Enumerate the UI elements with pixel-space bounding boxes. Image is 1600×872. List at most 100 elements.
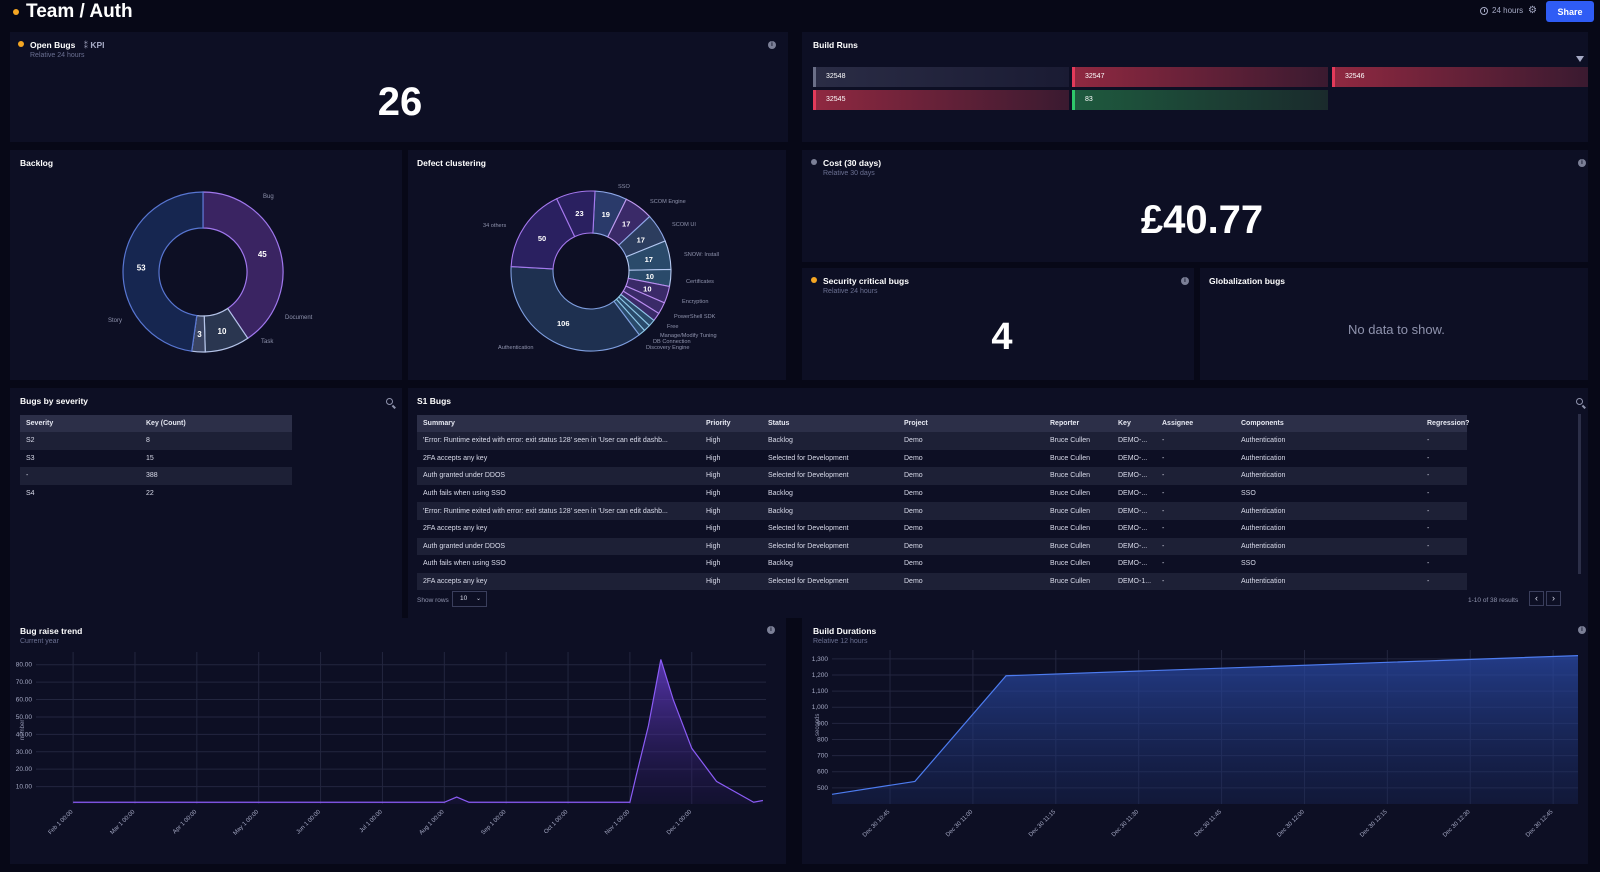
table-cell: - bbox=[1427, 490, 1430, 498]
column-header[interactable]: Regression? bbox=[1421, 415, 1469, 432]
slice-value: 3 bbox=[197, 330, 202, 339]
column-header[interactable]: Status bbox=[762, 415, 898, 432]
build-run-tile[interactable]: 32546 bbox=[1332, 67, 1588, 87]
table-cell: Auth fails when using SSO bbox=[423, 560, 506, 568]
info-icon[interactable]: i bbox=[1578, 159, 1586, 167]
column-header[interactable]: Assignee bbox=[1156, 415, 1235, 432]
x-tick-label: Dec 1 00:00 bbox=[666, 809, 694, 837]
table-cell: Demo bbox=[898, 537, 1044, 556]
table-cell: SSO bbox=[1241, 490, 1256, 498]
table-cell: Authentication bbox=[1235, 467, 1421, 485]
table-row[interactable]: 2FA accepts any key High Selected for Deve… bbox=[417, 572, 1467, 591]
next-page-button[interactable]: › bbox=[1546, 591, 1561, 606]
slice-label: Story bbox=[108, 318, 122, 324]
x-tick-label: Dec 30 11:15 bbox=[1028, 809, 1058, 839]
table-cell: Authentication bbox=[1235, 537, 1421, 556]
table-cell: Authentication bbox=[1235, 502, 1421, 520]
slice-value: 17 bbox=[645, 255, 653, 264]
table-cell: Backlog bbox=[768, 490, 793, 498]
x-tick-label: Dec 30 11:45 bbox=[1194, 809, 1224, 839]
cost-value: £40.77 bbox=[1140, 198, 1264, 242]
column-header[interactable]: Priority bbox=[700, 415, 762, 432]
panel-title: S1 Bugs bbox=[417, 396, 452, 406]
y-axis-label: number bbox=[20, 720, 26, 740]
prev-page-button[interactable]: ‹ bbox=[1529, 591, 1544, 606]
slice-value: 19 bbox=[602, 210, 610, 219]
column-header[interactable]: Severity bbox=[20, 415, 140, 432]
show-rows-label: Show rows bbox=[417, 597, 449, 604]
table-cell: - bbox=[1156, 572, 1235, 591]
table-cell: DEMO-... bbox=[1118, 560, 1148, 568]
info-icon[interactable]: i bbox=[1181, 277, 1189, 285]
table-cell: Selected for Development bbox=[768, 454, 849, 462]
table-row[interactable]: S4 22 bbox=[20, 485, 292, 503]
clock-icon bbox=[1480, 6, 1488, 15]
y-tick-label: 1,200 bbox=[812, 672, 829, 679]
open-bugs-panel: Open Bugs ⁑ KPI Relative 24 hours i 26 bbox=[10, 32, 788, 142]
table-cell: Bruce Cullen bbox=[1044, 502, 1112, 520]
donut-slice[interactable] bbox=[122, 191, 204, 352]
column-header[interactable]: Summary bbox=[417, 415, 700, 432]
table-cell: Demo bbox=[904, 525, 923, 533]
table-cell: - bbox=[1162, 560, 1165, 568]
table-cell: 2FA accepts any key bbox=[423, 525, 488, 533]
donut-slice[interactable] bbox=[555, 190, 596, 238]
gear-icon[interactable]: ⚙ bbox=[1528, 5, 1537, 16]
table-cell: Bruce Cullen bbox=[1050, 454, 1091, 462]
slice-label: SNOW: Install bbox=[684, 252, 719, 258]
column-header[interactable]: Reporter bbox=[1044, 415, 1112, 432]
security-bugs-value: 4 bbox=[991, 316, 1013, 358]
slice-label: Task bbox=[261, 339, 274, 345]
table-row[interactable]: Auth fails when using SSO High Backlog Demo… bbox=[417, 555, 1467, 573]
column-header[interactable]: Components bbox=[1235, 415, 1421, 432]
time-range-picker[interactable]: 24 hours bbox=[1480, 6, 1523, 15]
slice-value: 23 bbox=[575, 209, 583, 218]
table-row[interactable]: 2FA accepts any key High Selected for Deve… bbox=[417, 520, 1467, 538]
chevron-down-icon: ⌄ bbox=[475, 596, 481, 602]
slice-value: 10 bbox=[643, 285, 651, 294]
info-icon[interactable]: i bbox=[767, 626, 775, 634]
table-row[interactable]: Auth granted under DDOS High Selected for … bbox=[417, 467, 1467, 485]
table-row[interactable]: S2 8 bbox=[20, 432, 292, 450]
table-cell: 'Error: Runtime exited with error: exit … bbox=[417, 432, 700, 450]
table-cell: Selected for Development bbox=[762, 572, 898, 591]
slice-label: Bug bbox=[263, 194, 274, 200]
filter-icon[interactable] bbox=[1576, 56, 1584, 62]
table-cell: DEMO-... bbox=[1112, 502, 1156, 520]
table-cell: - bbox=[1421, 502, 1467, 520]
rows-per-page-select[interactable]: 10 ⌄ bbox=[452, 591, 487, 607]
build-run-tile[interactable]: 32545 bbox=[813, 90, 1069, 110]
table-row[interactable]: S3 15 bbox=[20, 450, 292, 468]
table-row[interactable]: Auth granted under DDOS High Selected for … bbox=[417, 537, 1467, 556]
info-icon[interactable]: i bbox=[1578, 626, 1586, 634]
table-cell: Backlog bbox=[768, 560, 793, 568]
build-run-tile[interactable]: 32548 bbox=[813, 67, 1069, 87]
table-row[interactable]: -388 bbox=[20, 467, 292, 485]
share-button[interactable]: Share bbox=[1546, 1, 1594, 22]
scrollbar[interactable] bbox=[1578, 414, 1581, 574]
donut-slice[interactable] bbox=[202, 191, 284, 340]
column-header[interactable]: Key (Count) bbox=[140, 415, 292, 432]
slice-value: 50 bbox=[538, 234, 546, 243]
search-icon[interactable] bbox=[1576, 398, 1583, 405]
build-run-tile[interactable]: 32547 bbox=[1072, 67, 1328, 87]
y-tick-label: 800 bbox=[817, 736, 828, 743]
info-icon[interactable]: i bbox=[768, 41, 776, 49]
donut-slice[interactable] bbox=[510, 265, 640, 352]
table-cell: Bruce Cullen bbox=[1044, 467, 1112, 485]
open-bugs-title: Open Bugs ⁑ KPI bbox=[30, 40, 105, 51]
table-row[interactable]: 'Error: Runtime exited with error: exit … bbox=[417, 432, 1467, 450]
table-cell: Selected for Development bbox=[762, 467, 898, 485]
search-icon[interactable] bbox=[386, 398, 393, 405]
table-row[interactable]: Auth fails when using SSO High Backlog Demo… bbox=[417, 485, 1467, 503]
top-bar: Team / Auth 24 hours ⚙ Share bbox=[0, 0, 1600, 28]
build-durations-chart: 500 600 700 800 900 1,000 1,100 1,200 1,300 Dec … bbox=[812, 650, 1579, 839]
y-tick-label: 1,300 bbox=[812, 656, 829, 663]
table-cell: High bbox=[706, 560, 721, 568]
table-row[interactable]: 'Error: Runtime exited with error: exit … bbox=[417, 502, 1467, 520]
table-row[interactable]: 2FA accepts any key High Selected for Deve… bbox=[417, 450, 1467, 468]
column-header[interactable]: Project bbox=[898, 415, 1044, 432]
column-header[interactable]: Key bbox=[1112, 415, 1156, 432]
y-tick-label: 60.00 bbox=[16, 697, 33, 704]
build-run-tile[interactable]: 83 bbox=[1072, 90, 1328, 110]
